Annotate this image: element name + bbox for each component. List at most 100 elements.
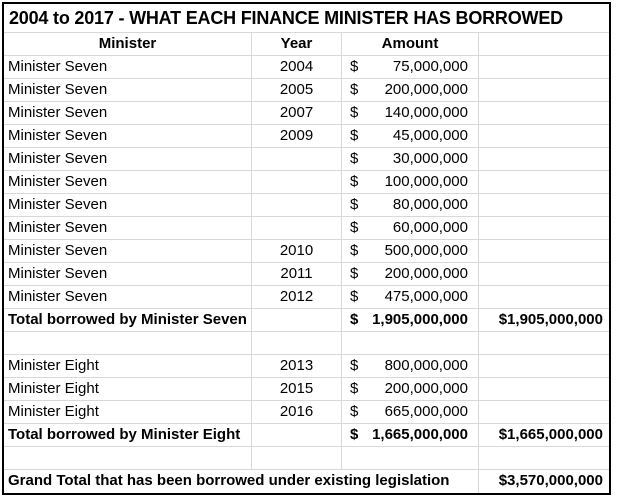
data-row: Minister Seven 2004 $75,000,000 [4,56,609,79]
amount-cell: $200,000,000 [342,79,479,101]
dollar-sign: $ [350,150,359,167]
year-cell [252,194,342,216]
header-year: Year [252,33,342,55]
data-row: Minister Eight 2015 $200,000,000 [4,378,609,401]
amount-value: 1,905,000,000 [372,311,468,328]
data-row: Minister Eight 2016 $665,000,000 [4,401,609,424]
amount-value: 30,000,000 [392,150,468,167]
minister-cell: Minister Seven [4,102,252,124]
header-extra [479,33,609,55]
year-cell: 2007 [252,102,342,124]
dollar-sign: $ [350,380,359,397]
dollar-sign: $ [350,173,359,190]
minister-cell: Minister Seven [4,56,252,78]
amount-value: 60,000,000 [392,219,468,236]
year-cell: 2004 [252,56,342,78]
amount-cell: $60,000,000 [342,217,479,239]
data-row: Minister Seven 2007 $140,000,000 [4,102,609,125]
amount-value: 200,000,000 [384,380,468,397]
amount-cell: $500,000,000 [342,240,479,262]
total-label: Total borrowed by Minister Seven [4,309,252,331]
minister-cell: Minister Seven [4,240,252,262]
amount-value: 800,000,000 [384,357,468,374]
subtotal-value [479,378,609,400]
data-row: Minister Seven 2009 $45,000,000 [4,125,609,148]
subtotal-value: $1,905,000,000 [498,311,603,328]
amount-cell: $140,000,000 [342,102,479,124]
grand-row: Grand Total that has been borrowed under… [4,470,609,493]
subtotal-value [479,263,609,285]
amount-cell [342,332,479,354]
dollar-sign: $ [350,58,359,75]
amount-cell: $200,000,000 [342,263,479,285]
minister-cell [4,447,252,469]
blank-row [4,447,609,470]
data-row: Minister Seven $100,000,000 [4,171,609,194]
minister-cell: Minister Seven [4,125,252,147]
subtotal-value [479,102,609,124]
minister-cell: Minister Seven [4,286,252,308]
grand-total-label: Grand Total that has been borrowed under… [4,470,479,493]
amount-cell: $800,000,000 [342,355,479,377]
minister-cell: Minister Seven [4,217,252,239]
blank-row [4,332,609,355]
data-row: Minister Seven 2010 $500,000,000 [4,240,609,263]
subtotal-value [479,148,609,170]
year-cell [252,332,342,354]
minister-cell: Minister Eight [4,401,252,423]
year-cell: 2015 [252,378,342,400]
year-cell: 2005 [252,79,342,101]
year-cell [252,171,342,193]
dollar-sign: $ [350,219,359,236]
header-minister: Minister [4,33,252,55]
table-body: Minister Seven 2004 $75,000,000 Minister Se… [4,56,609,493]
amount-value: 100,000,000 [384,173,468,190]
year-cell [252,148,342,170]
minister-cell: Minister Seven [4,171,252,193]
subtotal-value [479,217,609,239]
amount-value: 200,000,000 [384,265,468,282]
amount-cell [342,447,479,469]
subtotal-value [479,355,609,377]
amount-cell: $1,665,000,000 [342,424,479,446]
dollar-sign: $ [350,196,359,213]
data-row: Minister Eight 2013 $800,000,000 [4,355,609,378]
dollar-sign: $ [350,403,359,420]
amount-cell: $80,000,000 [342,194,479,216]
amount-cell: $75,000,000 [342,56,479,78]
subtotal-value [479,125,609,147]
dollar-sign: $ [350,127,359,144]
subtotal-value [479,447,609,469]
table-header-row: Minister Year Amount [4,33,609,56]
subtotal-value [479,171,609,193]
year-cell [252,217,342,239]
year-cell: 2012 [252,286,342,308]
amount-cell: $30,000,000 [342,148,479,170]
dollar-sign: $ [350,357,359,374]
subtotal-value [479,194,609,216]
amount-cell: $475,000,000 [342,286,479,308]
minister-cell: Minister Eight [4,378,252,400]
data-row: Minister Seven $80,000,000 [4,194,609,217]
year-cell: 2011 [252,263,342,285]
header-amount: Amount [342,33,479,55]
dollar-sign: $ [350,242,359,259]
subtotal-value [479,56,609,78]
data-row: Minister Seven 2005 $200,000,000 [4,79,609,102]
subtotal-value: $1,665,000,000 [498,426,603,443]
year-cell: 2013 [252,355,342,377]
amount-value: 1,665,000,000 [372,426,468,443]
total-label: Total borrowed by Minister Eight [4,424,252,446]
data-row: Minister Seven $60,000,000 [4,217,609,240]
year-cell [252,447,342,469]
year-cell: 2016 [252,401,342,423]
year-cell: 2010 [252,240,342,262]
amount-value: 45,000,000 [392,127,468,144]
data-row: Minister Seven $30,000,000 [4,148,609,171]
total-row: Total borrowed by Minister Eight $1,665,0… [4,424,609,447]
subtotal-value [479,240,609,262]
minister-cell [4,332,252,354]
year-cell [252,424,342,446]
amount-value: 75,000,000 [392,58,468,75]
dollar-sign: $ [350,288,359,305]
